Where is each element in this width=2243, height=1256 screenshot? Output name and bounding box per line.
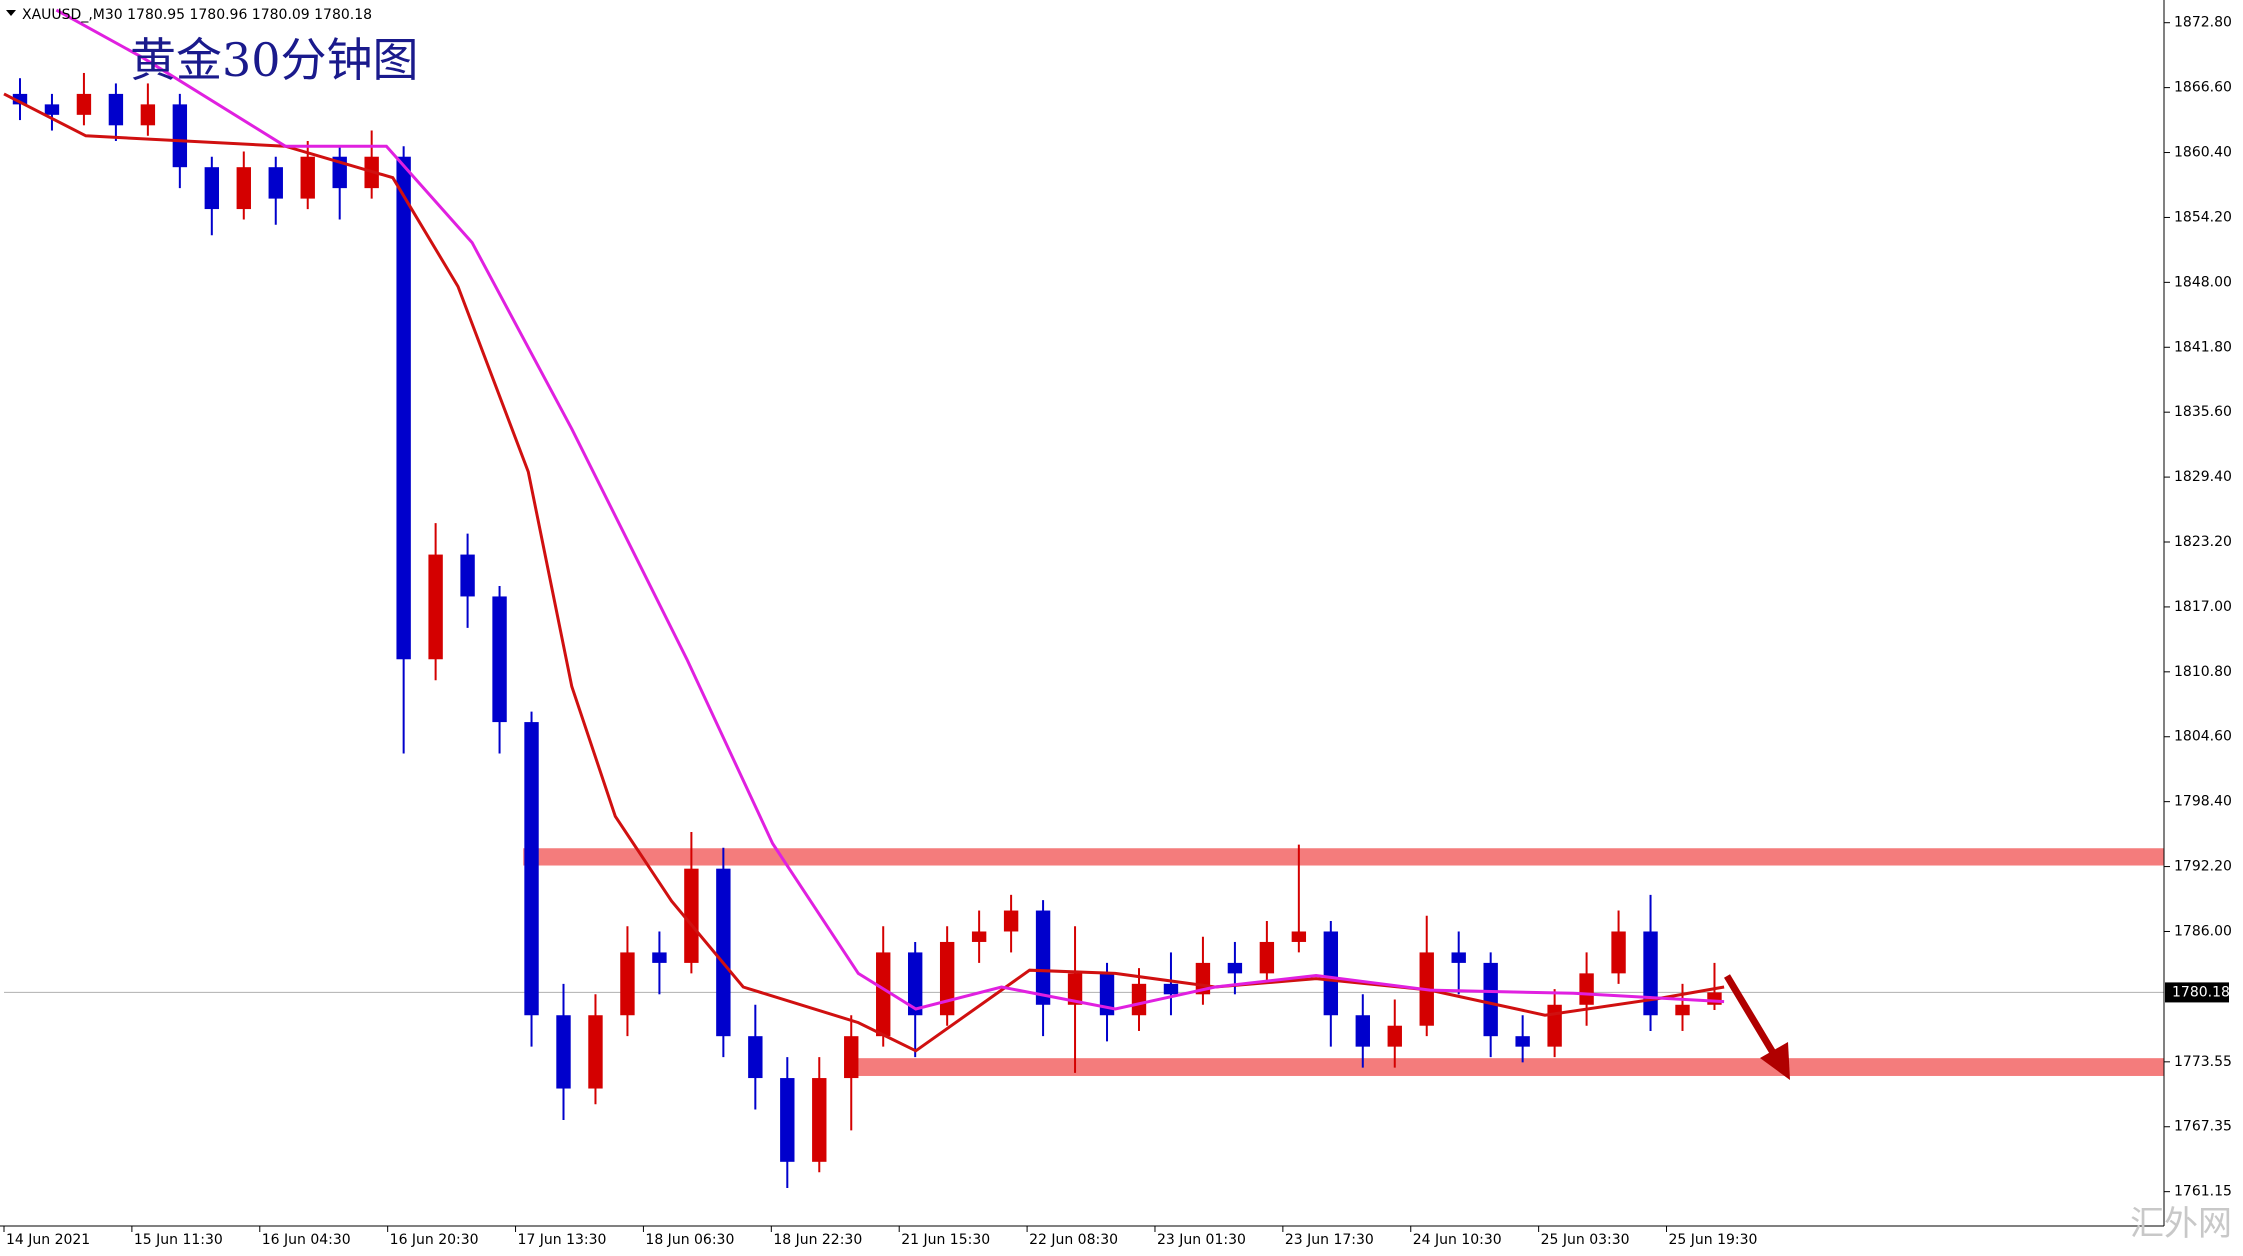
candle-body [140,104,156,126]
price-zone [523,848,2164,866]
x-tick-label: 16 Jun 20:30 [390,1232,479,1248]
x-tick-label: 21 Jun 15:30 [901,1232,990,1248]
candle-body [1131,983,1147,1016]
y-tick-label: 1804.60 [2174,729,2232,745]
current-price-box [2165,982,2229,1003]
candle-body [1483,962,1498,1037]
y-tick-label: 1841.80 [2174,339,2232,355]
candle-body [492,596,507,723]
candle-body [12,93,28,105]
candle-body [1035,910,1051,1005]
candle-body [907,952,923,1016]
y-tick-label: 1848.00 [2174,274,2232,290]
candle-body [716,868,731,1037]
candle-body [1259,941,1275,974]
y-tick-label: 1767.35 [2174,1119,2232,1135]
x-tick-label: 18 Jun 22:30 [773,1232,862,1248]
candle-body [44,104,60,115]
x-tick-label: 22 Jun 08:30 [1029,1232,1118,1248]
candle-body [1515,1036,1530,1047]
candle-body [1643,931,1658,1016]
y-tick-label: 1835.60 [2174,404,2232,420]
candle-body [524,722,539,1016]
candle-body [876,952,891,1037]
candle-body [684,868,699,963]
candle-body [268,167,283,199]
arrow-shaft [1723,974,1779,1058]
x-tick-label: 14 Jun 2021 [6,1232,90,1248]
y-tick-label: 1792.20 [2174,859,2232,875]
y-tick-label: 1866.60 [2174,80,2232,96]
candle-body [1227,962,1243,974]
watermark: 汇外网 [2130,1204,2232,1244]
candle-body [172,104,188,168]
y-tick-label: 1872.80 [2174,15,2232,31]
y-tick-label: 1823.20 [2174,534,2232,550]
candle-body [748,1036,763,1079]
candle-body [652,952,667,963]
candle-body [620,952,635,1016]
candle-body [396,156,411,660]
y-tick-label: 1786.00 [2174,923,2232,939]
y-tick-label: 1773.55 [2174,1054,2232,1070]
candle-body [108,93,124,126]
x-tick-label: 15 Jun 11:30 [134,1232,223,1248]
trend-arrow [1723,974,1790,1080]
candle-body [1163,983,1179,995]
candle-body [812,1078,827,1162]
y-tick-label: 1854.20 [2174,209,2232,225]
candle-body [1675,1004,1690,1016]
candle-body [780,1078,795,1162]
plot-area [3,8,2164,1188]
candle-body [1579,973,1594,1005]
y-tick-label: 1817.00 [2174,599,2232,615]
candle-body [1387,1025,1402,1047]
y-tick-label: 1810.80 [2174,664,2232,680]
menu-triangle[interactable] [6,10,16,16]
x-tick-label: 23 Jun 01:30 [1157,1232,1246,1248]
price-zone [844,1058,2164,1076]
x-tick-label: 18 Jun 06:30 [645,1232,734,1248]
x-tick-label: 16 Jun 04:30 [262,1232,351,1248]
arrow-head [1760,1042,1790,1080]
candle-body [428,554,443,660]
candle-body [204,167,220,210]
chart-title: 黄金30分钟图 [130,33,419,87]
candle-body [844,1036,859,1079]
candle-body [1547,1004,1562,1047]
x-tick-label: 17 Jun 13:30 [518,1232,607,1248]
candle-body [588,1015,603,1089]
candle-body [76,93,92,115]
candle-body [1611,931,1626,974]
y-tick-label: 1761.15 [2174,1184,2232,1200]
candle-body [1323,931,1339,1016]
candle-body [939,941,955,1016]
candle-body [1451,952,1466,963]
candle-body [1355,1015,1370,1047]
x-tick-label: 23 Jun 17:30 [1285,1232,1374,1248]
symbol-header: XAUUSD_,M30 1780.95 1780.96 1780.09 1780… [22,7,372,23]
y-tick-label: 1829.40 [2174,469,2232,485]
candle-body [1291,931,1307,942]
moving-average [55,8,1725,1011]
x-tick-label: 25 Jun 19:30 [1669,1232,1758,1248]
candle-body [556,1015,571,1089]
y-tick-label: 1860.40 [2174,145,2232,161]
x-tick-label: 24 Jun 10:30 [1413,1232,1502,1248]
candle-body [1099,973,1115,1016]
candle-body [460,554,475,597]
candle-body [1707,992,1722,1005]
candle-body [1003,910,1019,932]
candle-body [300,156,315,199]
candle-body [971,931,987,942]
x-tick-label: 25 Jun 03:30 [1541,1232,1630,1248]
y-tick-label: 1798.40 [2174,794,2232,810]
current-price-label: 1780.18 [2172,984,2230,1000]
candle-body [1067,973,1083,1005]
candle-body [236,167,251,210]
